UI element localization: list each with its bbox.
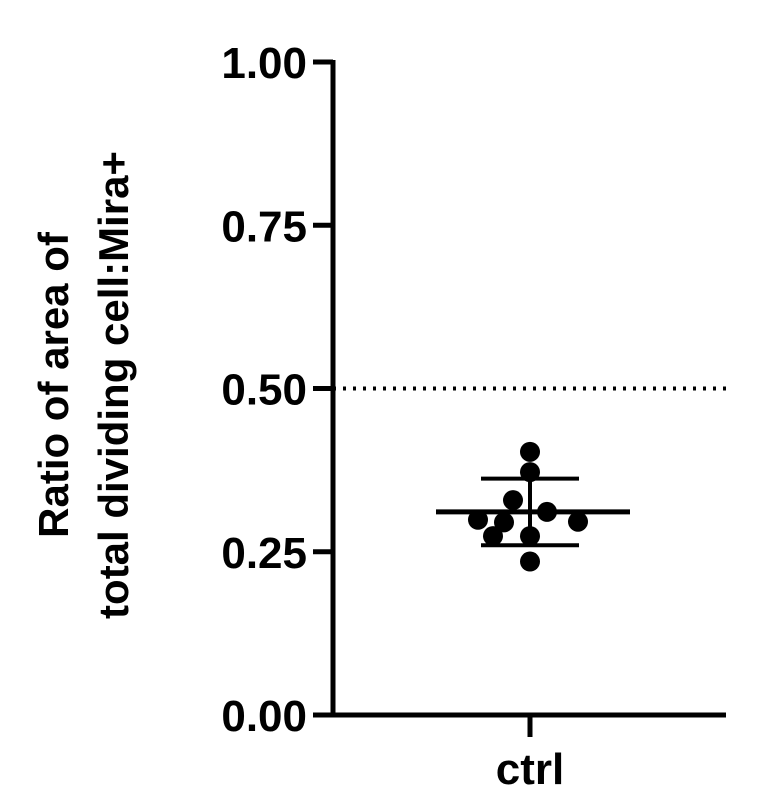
data-point xyxy=(568,511,588,532)
data-point xyxy=(494,512,514,533)
data-point xyxy=(468,509,488,530)
data-point xyxy=(483,526,503,547)
y-axis-title-line-2: total dividing cell:Mira+ xyxy=(90,151,137,619)
data-point xyxy=(520,462,540,483)
y-tick-label: 1.00 xyxy=(221,39,307,88)
data-point xyxy=(520,526,540,547)
data-point xyxy=(520,441,540,462)
y-tick-label: 0.25 xyxy=(221,529,307,578)
data-point xyxy=(520,551,540,572)
plot-area: 0.00 0.25 0.50 0.75 1.00 ctrl xyxy=(221,39,726,794)
x-category-label: ctrl xyxy=(496,745,564,794)
y-tick-label: 0.00 xyxy=(221,692,307,741)
y-axis-title: Ratio of area of total dividing cell:Mir… xyxy=(30,151,137,619)
y-tick-label: 0.50 xyxy=(221,366,307,415)
y-axis-title-line-1: Ratio of area of xyxy=(30,231,77,538)
data-point xyxy=(503,490,523,511)
y-tick-label: 0.75 xyxy=(221,202,307,251)
